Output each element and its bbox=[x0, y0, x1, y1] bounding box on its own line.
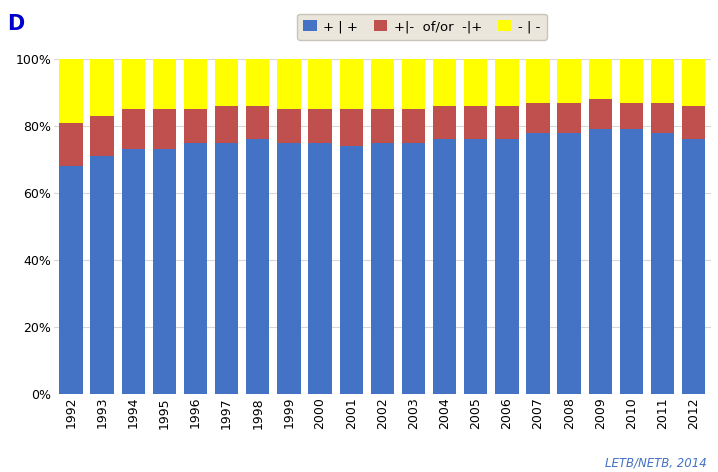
Bar bbox=[526, 102, 550, 133]
Bar bbox=[215, 143, 238, 394]
Bar bbox=[370, 59, 394, 110]
Bar bbox=[651, 59, 674, 102]
Bar bbox=[526, 133, 550, 394]
Bar bbox=[277, 59, 301, 110]
Bar bbox=[620, 59, 643, 102]
Bar bbox=[589, 59, 612, 99]
Bar bbox=[153, 150, 176, 394]
Bar bbox=[90, 59, 113, 116]
Bar bbox=[682, 139, 705, 394]
Bar bbox=[402, 59, 425, 110]
Bar bbox=[433, 139, 456, 394]
Bar bbox=[90, 156, 113, 394]
Bar bbox=[589, 129, 612, 394]
Bar bbox=[464, 106, 488, 139]
Bar bbox=[464, 59, 488, 106]
Bar bbox=[246, 106, 269, 139]
Bar bbox=[309, 59, 332, 110]
Bar bbox=[402, 143, 425, 394]
Bar bbox=[682, 59, 705, 106]
Bar bbox=[60, 166, 83, 394]
Bar bbox=[589, 99, 612, 129]
Bar bbox=[495, 106, 518, 139]
Bar bbox=[309, 143, 332, 394]
Bar bbox=[184, 143, 208, 394]
Bar bbox=[495, 59, 518, 106]
Bar bbox=[153, 109, 176, 150]
Bar bbox=[433, 106, 456, 139]
Bar bbox=[620, 102, 643, 129]
Bar bbox=[433, 59, 456, 106]
Bar bbox=[370, 109, 394, 143]
Bar bbox=[651, 102, 674, 133]
Bar bbox=[309, 109, 332, 143]
Bar bbox=[184, 59, 208, 110]
Bar bbox=[215, 59, 238, 106]
Bar bbox=[121, 109, 145, 150]
Bar bbox=[557, 102, 581, 133]
Bar bbox=[620, 129, 643, 394]
Bar bbox=[246, 139, 269, 394]
Bar bbox=[60, 59, 83, 123]
Text: LETB/NETB, 2014: LETB/NETB, 2014 bbox=[605, 456, 707, 470]
Bar bbox=[526, 59, 550, 102]
Bar bbox=[153, 59, 176, 110]
Bar bbox=[682, 106, 705, 139]
Bar bbox=[557, 133, 581, 394]
Bar bbox=[215, 106, 238, 143]
Bar bbox=[370, 143, 394, 394]
Bar bbox=[340, 59, 363, 110]
Bar bbox=[60, 123, 83, 166]
Bar bbox=[495, 139, 518, 394]
Bar bbox=[651, 133, 674, 394]
Bar bbox=[277, 143, 301, 394]
Bar bbox=[184, 109, 208, 143]
Bar bbox=[277, 109, 301, 143]
Bar bbox=[90, 116, 113, 156]
Text: D: D bbox=[7, 14, 24, 34]
Legend: + | +, +|-  of/or  -|+, - | -: + | +, +|- of/or -|+, - | - bbox=[297, 14, 546, 40]
Bar bbox=[121, 59, 145, 110]
Bar bbox=[340, 109, 363, 146]
Bar bbox=[340, 146, 363, 394]
Bar bbox=[246, 59, 269, 106]
Bar bbox=[402, 109, 425, 143]
Bar bbox=[464, 139, 488, 394]
Bar bbox=[557, 59, 581, 102]
Bar bbox=[121, 150, 145, 394]
